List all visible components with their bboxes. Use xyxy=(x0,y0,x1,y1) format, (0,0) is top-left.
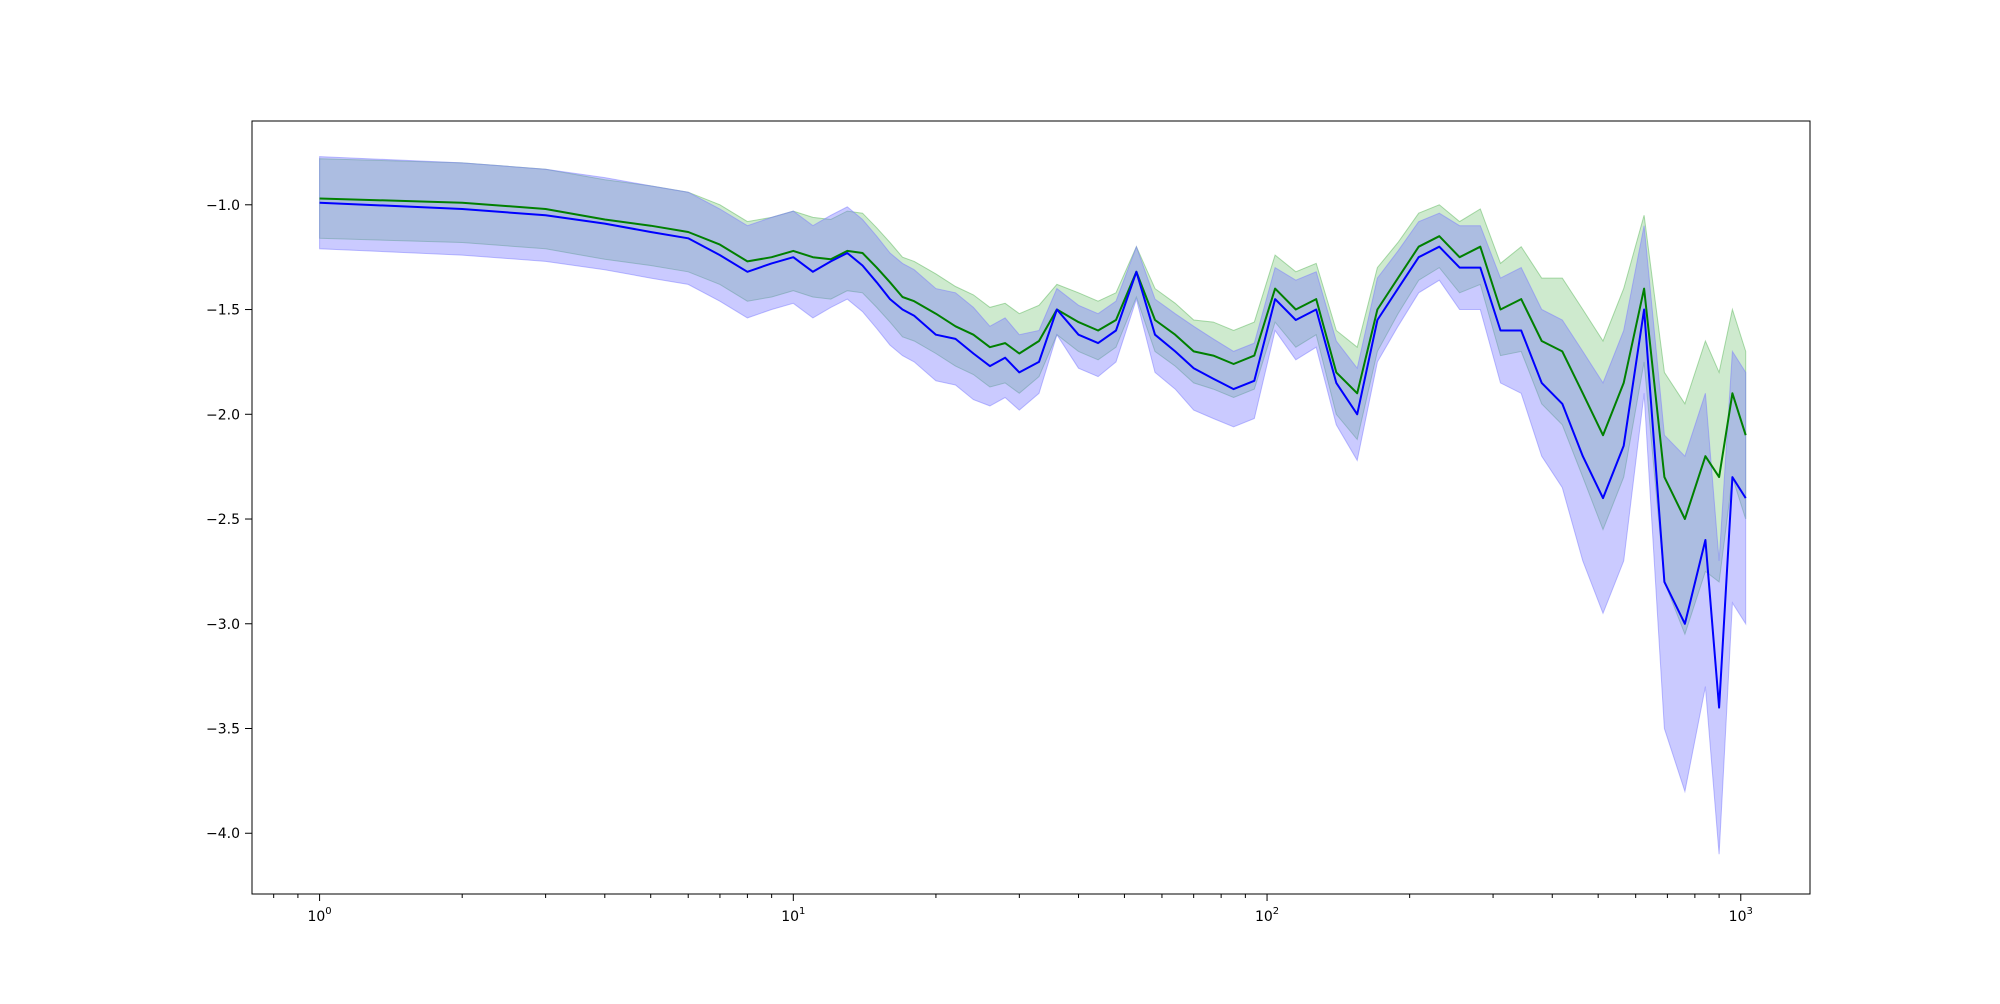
confidence-bands xyxy=(319,156,1747,855)
series-lines xyxy=(319,197,1747,709)
series-1-line xyxy=(319,197,1747,520)
y-axis: −1.0 −1.5 −2.0 −2.5 −3.0 −3.5 −4.0 xyxy=(206,198,252,842)
x-tick-label: 101 xyxy=(781,906,805,925)
y-tick-label: −2.0 xyxy=(206,407,240,423)
x-axis: 100 101 102 103 xyxy=(273,894,1753,925)
y-tick-label: −3.5 xyxy=(206,722,240,738)
series-2-band xyxy=(319,156,1747,855)
plot-frame xyxy=(251,120,1811,895)
y-tick-label: −1.5 xyxy=(206,303,240,319)
series-2-line xyxy=(319,201,1747,709)
y-tick-label: −2.5 xyxy=(206,512,240,528)
x-tick-label: 103 xyxy=(1729,906,1753,925)
y-tick-label: −1.0 xyxy=(206,198,240,214)
x-tick-label: 100 xyxy=(307,906,331,925)
y-tick-label: −3.0 xyxy=(206,617,240,633)
y-tick-label: −4.0 xyxy=(206,826,240,842)
x-tick-label: 102 xyxy=(1255,906,1279,925)
